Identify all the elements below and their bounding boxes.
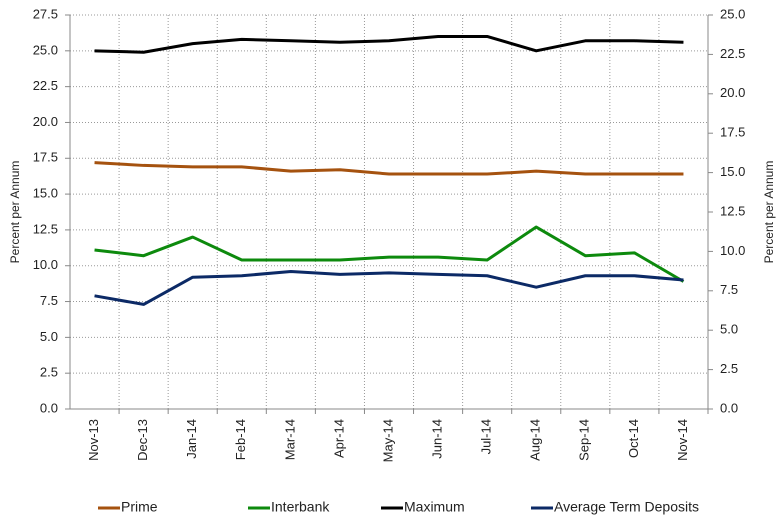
y-axis-label: Percent per Annum [8, 161, 22, 264]
y-tick-label: 10.0 [33, 257, 58, 272]
series-line [94, 269, 684, 306]
y-tick-label: 22.5 [33, 78, 58, 93]
legend-label: Interbank [271, 499, 330, 515]
x-tick-label: Jan-14 [184, 419, 199, 459]
y-tick-label: 7.5 [40, 293, 58, 308]
y-tick-label: 0.0 [40, 400, 58, 415]
x-tick-label: Aug-14 [528, 419, 543, 461]
series-line [94, 34, 684, 54]
y2-tick-label: 15.0 [720, 164, 745, 179]
y2-tick-label: 20.0 [720, 85, 745, 100]
y-tick-label: 20.0 [33, 114, 58, 129]
x-tick-label: Feb-14 [233, 419, 248, 460]
x-tick-label: Dec-13 [135, 419, 150, 461]
y-tick-label: 5.0 [40, 329, 58, 344]
y-tick-label: 25.0 [33, 42, 58, 57]
x-tick-label: Sep-14 [577, 419, 592, 461]
x-tick-label: Nov-13 [86, 419, 101, 461]
y2-tick-label: 7.5 [720, 282, 738, 297]
series-line [94, 225, 685, 283]
y2-axis-label: Percent per Annum [762, 161, 776, 264]
y2-tick-label: 25.0 [720, 6, 745, 21]
x-tick-label: Apr-14 [331, 419, 346, 458]
y2-tick-label: 5.0 [720, 322, 738, 337]
y-tick-label: 12.5 [33, 221, 58, 236]
x-tick-label: Jun-14 [430, 419, 445, 459]
x-tick-label: Oct-14 [626, 419, 641, 458]
y2-tick-label: 12.5 [720, 203, 745, 218]
y-tick-label: 15.0 [33, 186, 58, 201]
y-tick-label: 27.5 [33, 6, 58, 21]
x-tick-label: Nov-14 [675, 419, 690, 461]
legend-label: Average Term Deposits [554, 499, 699, 515]
y-tick-label: 17.5 [33, 150, 58, 165]
series-line [94, 161, 684, 176]
x-tick-label: Mar-14 [282, 419, 297, 460]
y2-tick-label: 10.0 [720, 243, 745, 258]
y-tick-label: 2.5 [40, 365, 58, 380]
legend-label: Prime [121, 499, 158, 515]
y2-tick-label: 2.5 [720, 361, 738, 376]
legend-label: Maximum [404, 499, 465, 515]
y2-tick-label: 0.0 [720, 400, 738, 415]
x-tick-label: Jul-14 [479, 419, 494, 454]
y2-tick-label: 22.5 [720, 46, 745, 61]
x-tick-label: May-14 [380, 419, 395, 462]
y2-tick-label: 17.5 [720, 125, 745, 140]
